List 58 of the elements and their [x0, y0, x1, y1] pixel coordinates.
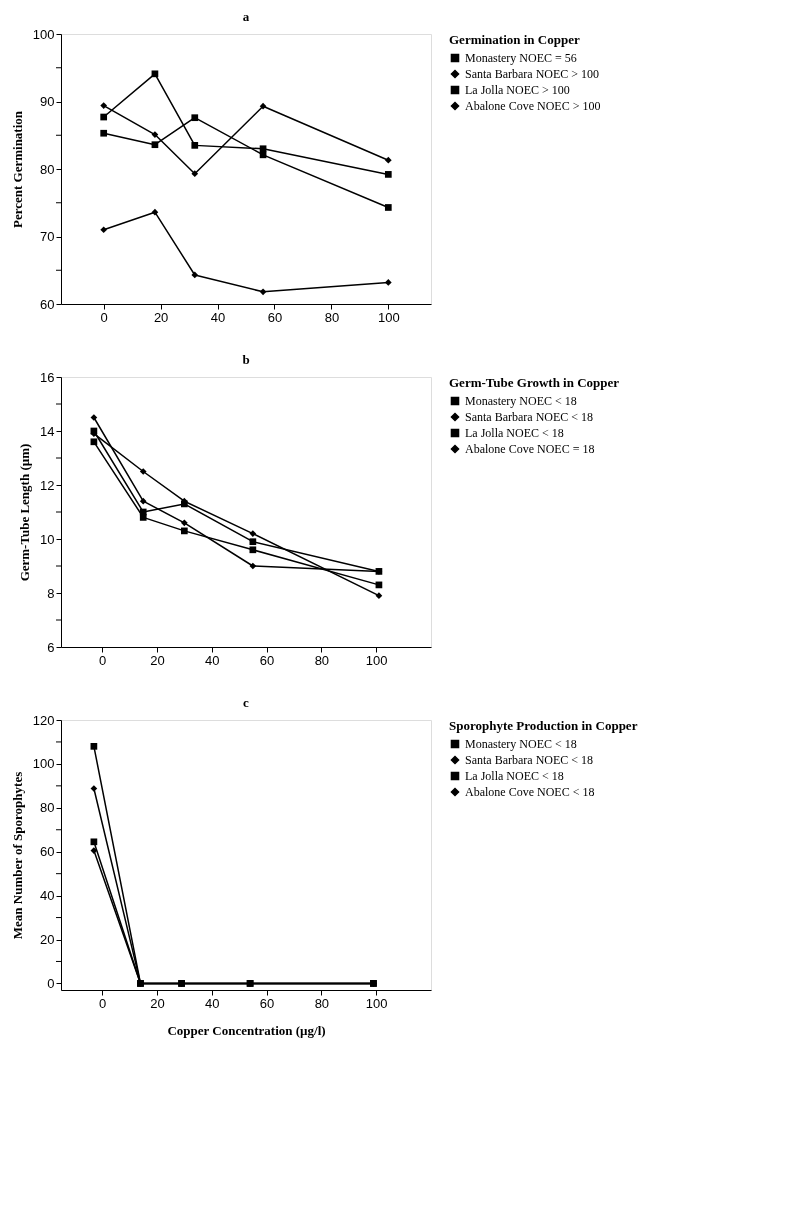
chart-title: b [242, 352, 250, 367]
legend-label: Monastery NOEC < 18 [465, 737, 577, 751]
x-tick-label: 0 [98, 652, 107, 668]
x-tick-label: 100 [377, 309, 400, 325]
legend-label: Abalone Cove NOEC > 100 [465, 99, 601, 113]
legend-label: La Jolla NOEC < 18 [465, 769, 564, 783]
x-tick-label: 60 [267, 309, 283, 325]
y-tick-label: 16 [40, 369, 55, 385]
x-tick-label: 20 [150, 652, 165, 668]
y-axis-title: Percent Germination [9, 110, 25, 229]
y-tick-label: 80 [40, 800, 55, 816]
x-tick-label: 80 [314, 995, 330, 1011]
x-tick-label: 20 [150, 995, 165, 1011]
y-tick-label: 40 [40, 888, 55, 904]
y-tick-label: 100 [32, 26, 55, 42]
x-tick-label: 100 [365, 652, 388, 668]
y-tick-label: 8 [47, 585, 55, 601]
y-tick-label: 6 [47, 639, 55, 655]
legend-title: Germination in Copper [449, 32, 580, 47]
x-tick-label: 40 [205, 652, 220, 668]
legend-label: Santa Barbara NOEC < 18 [465, 753, 594, 767]
x-tick-label: 20 [153, 309, 169, 325]
y-tick-label: 80 [40, 161, 55, 177]
legend-label: Monastery NOEC = 56 [465, 51, 577, 65]
chart-title: a [242, 9, 250, 24]
x-tick-label: 60 [259, 652, 275, 668]
legend-label: Santa Barbara NOEC > 100 [465, 67, 600, 81]
legend-title: Sporophyte Production in Copper [449, 718, 638, 733]
x-tick-label: 80 [314, 652, 330, 668]
y-tick-label: 90 [40, 94, 55, 109]
x-tick-label: 100 [365, 995, 388, 1011]
y-tick-label: 60 [40, 296, 55, 312]
legend-label: La Jolla NOEC > 100 [465, 83, 570, 97]
x-axis-title: Copper Concentration (µg/l) [167, 1022, 326, 1038]
chart-title: c [243, 695, 250, 710]
y-tick-label: 14 [40, 423, 55, 439]
x-tick-label: 40 [205, 995, 220, 1011]
x-tick-label: 0 [100, 309, 108, 325]
x-tick-label: 60 [259, 995, 275, 1011]
x-tick-label: 80 [324, 309, 340, 325]
y-axis-title: Germ-Tube Length (µm) [17, 443, 33, 582]
legend-label: Abalone Cove NOEC = 18 [465, 442, 595, 456]
legend-label: Santa Barbara NOEC < 18 [465, 410, 594, 424]
x-tick-label: 0 [98, 995, 107, 1011]
y-axis-title: Mean Number of Sporophytes [9, 771, 25, 940]
y-tick-label: 0 [47, 975, 55, 991]
y-tick-label: 20 [40, 932, 55, 948]
legend-label: Monastery NOEC < 18 [465, 394, 577, 408]
y-tick-label: 100 [32, 756, 55, 772]
x-tick-label: 40 [210, 309, 226, 325]
legend-label: Abalone Cove NOEC < 18 [465, 785, 595, 799]
y-tick-label: 120 [32, 712, 55, 728]
y-tick-label: 12 [40, 477, 55, 493]
legend-title: Germ-Tube Growth in Copper [449, 375, 620, 390]
y-tick-label: 10 [40, 531, 55, 547]
y-tick-label: 60 [40, 844, 55, 860]
y-tick-label: 70 [40, 229, 55, 244]
legend-label: La Jolla NOEC < 18 [465, 426, 564, 440]
